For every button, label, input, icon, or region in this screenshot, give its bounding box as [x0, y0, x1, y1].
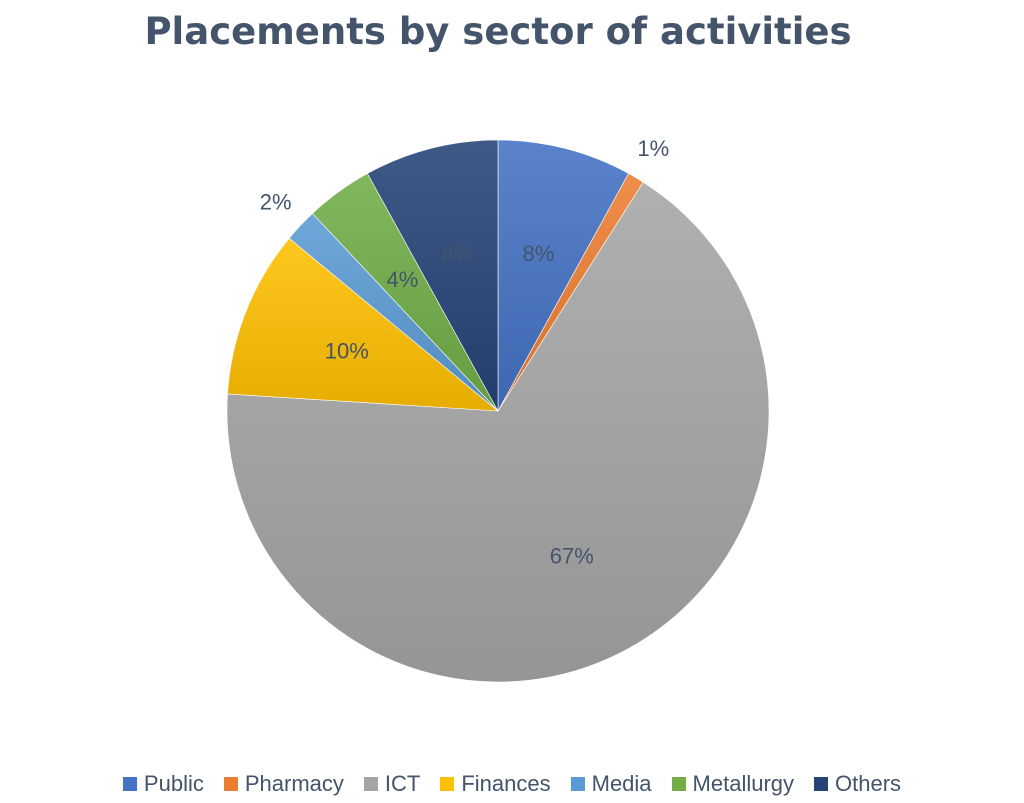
legend-item-metallurgy: Metallurgy	[671, 771, 795, 797]
legend-item-ict: ICT	[363, 771, 421, 797]
data-label-metallurgy: 4%	[387, 267, 419, 292]
pie-slice-others	[367, 139, 499, 412]
legend-label: Others	[835, 771, 902, 796]
legend-item-public: Public	[122, 771, 204, 797]
pie-data-labels: 8% 1% 67% 10% 2% 4% 8%	[260, 136, 669, 568]
legend-swatch	[223, 777, 238, 791]
chart-title: Placements by sector of activities	[144, 10, 852, 53]
legend-item-media: Media	[570, 771, 652, 797]
pie-chart: 8% 1% 67% 10% 2% 4% 8%	[226, 136, 770, 683]
legend-label: Pharmacy	[244, 771, 344, 796]
pie-slice-ict	[226, 181, 770, 683]
legend-item-others: Others	[814, 771, 901, 797]
legend-swatch	[671, 777, 686, 791]
legend-swatch	[814, 777, 829, 791]
legend-label: Finances	[461, 771, 551, 796]
legend-swatch	[122, 777, 137, 791]
data-label-public: 8%	[523, 241, 555, 266]
data-label-media: 2%	[260, 190, 292, 215]
legend-label: ICT	[384, 771, 421, 796]
legend-swatch	[570, 777, 585, 791]
legend-item-pharmacy: Pharmacy	[223, 771, 344, 797]
legend-swatch	[363, 777, 378, 791]
legend: Public Pharmacy ICT Finances Media Metallurgy…	[0, 768, 1024, 800]
pie-slices	[226, 139, 770, 683]
data-label-others: 8%	[442, 241, 474, 266]
data-label-ict: 67%	[550, 543, 594, 568]
legend-item-finances: Finances	[440, 771, 551, 797]
pie-slice-finances	[227, 237, 499, 412]
legend-label: Media	[591, 771, 652, 796]
legend-label: Metallurgy	[692, 771, 795, 796]
legend-label: Public	[143, 771, 204, 796]
pie-slice-public	[497, 139, 629, 412]
data-label-finances: 10%	[325, 339, 369, 364]
data-label-pharmacy: 1%	[637, 136, 669, 161]
legend-swatch	[440, 777, 455, 791]
